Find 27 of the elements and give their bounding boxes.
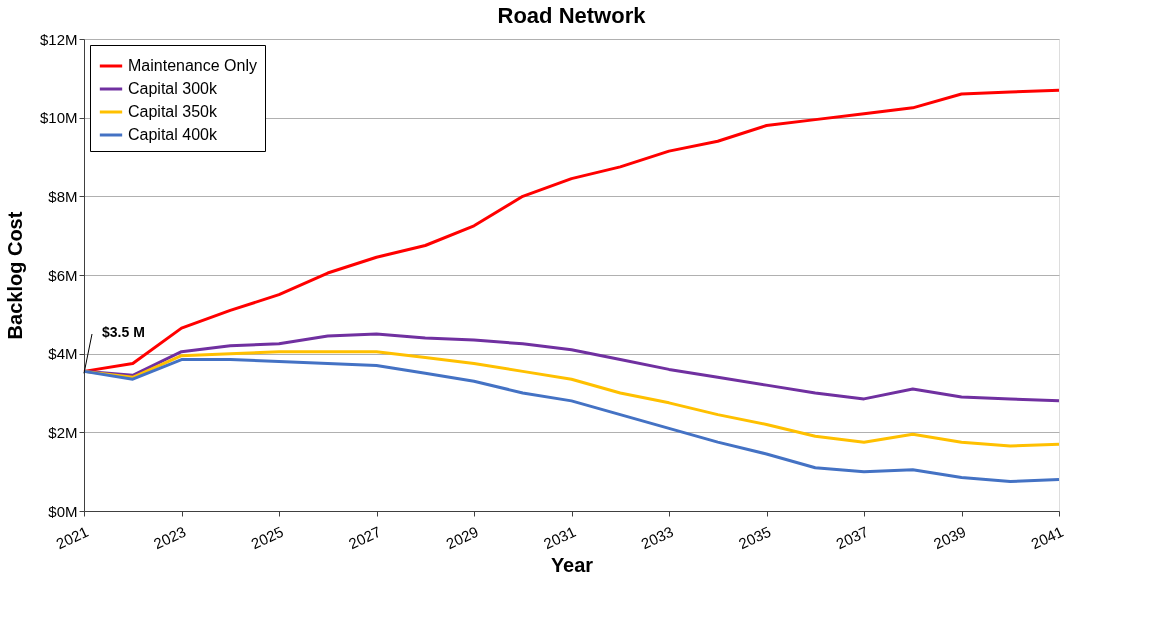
y-tick-label: $4M xyxy=(48,345,78,363)
y-axis-title: Backlog Cost xyxy=(3,211,26,340)
x-tick-label: 2041 xyxy=(1028,522,1066,553)
legend-label: Capital 400k xyxy=(128,126,218,143)
y-tick-label: $8M xyxy=(48,187,78,205)
x-tick-label: 2035 xyxy=(735,522,774,553)
annotation: $3.5 M xyxy=(102,324,145,341)
legend-label: Capital 300k xyxy=(128,80,218,97)
x-tick-label: 2021 xyxy=(53,522,91,553)
x-tick-label: 2029 xyxy=(443,522,481,553)
y-tick-label: $6M xyxy=(48,266,78,284)
x-tick-label: 2033 xyxy=(638,522,676,553)
y-tick-label: $0M xyxy=(48,502,78,520)
x-tick-label: 2031 xyxy=(540,522,579,553)
line-series xyxy=(82,358,1061,483)
x-tick-label: 2025 xyxy=(248,522,286,553)
y-tick-label: $12M xyxy=(39,30,78,48)
legend-label: Maintenance Only xyxy=(128,57,257,74)
legend-label: Capital 350k xyxy=(128,103,218,120)
x-tick-label: 2037 xyxy=(833,522,871,553)
y-tick-label: $10M xyxy=(39,109,78,127)
x-tick-label: 2027 xyxy=(345,522,384,553)
x-tick-label: 2039 xyxy=(930,522,969,553)
x-axis-title: Year xyxy=(550,554,594,577)
y-tick-label: $2M xyxy=(48,423,78,441)
x-tick-label: 2023 xyxy=(150,522,189,553)
chart-title: Road Network xyxy=(497,3,647,28)
